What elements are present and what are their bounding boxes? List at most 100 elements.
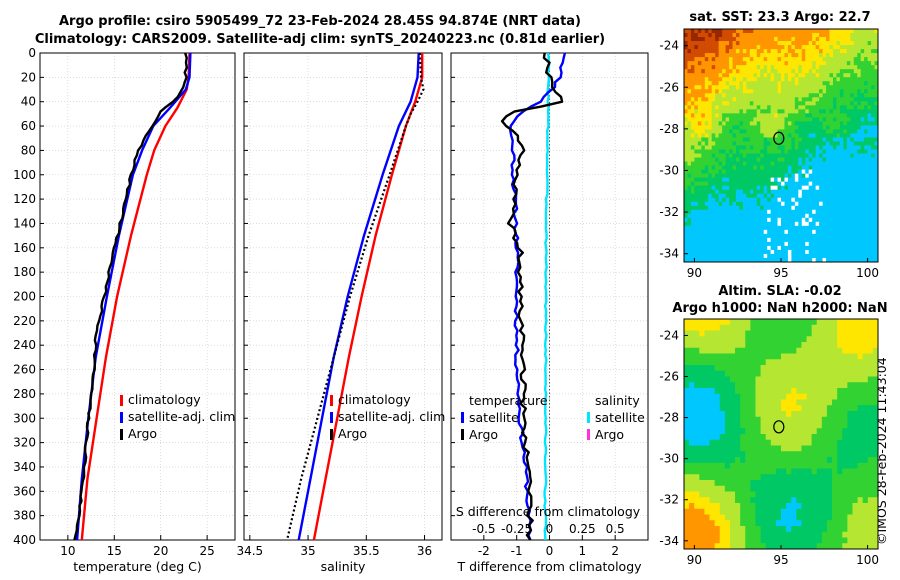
map-cell (853, 221, 858, 227)
map-cell (750, 342, 756, 349)
map-cell (836, 233, 841, 239)
map-cell (742, 69, 747, 74)
map-cell (794, 113, 799, 118)
map-cell (687, 185, 692, 191)
map-cell (745, 353, 751, 360)
s-tick-label: -0.5 (472, 522, 495, 536)
lat-label: -26 (659, 80, 679, 94)
map-cell (763, 161, 768, 166)
map-cell (694, 399, 700, 406)
legend-title-salinity: salinity (595, 393, 640, 408)
map-cell (690, 237, 695, 243)
map-cell (708, 169, 713, 175)
map-cell (794, 145, 799, 150)
map-cell (684, 81, 688, 86)
map-cell (725, 81, 730, 86)
map-cell (694, 185, 699, 191)
map-cell (850, 45, 855, 50)
map-cell (836, 109, 841, 114)
map-cell (862, 342, 869, 349)
map-cell (874, 161, 879, 166)
map-cell (815, 49, 820, 54)
map-cell (822, 233, 827, 239)
map-cell (850, 197, 855, 203)
map-cell (708, 81, 713, 86)
map-cell (794, 201, 799, 207)
map-cell (821, 388, 828, 395)
map-cell (718, 237, 723, 243)
map-cell (740, 416, 746, 423)
map-cell (749, 173, 754, 179)
map-cell (781, 105, 785, 110)
map-cell (749, 113, 754, 118)
map-cell (806, 526, 813, 533)
map-cell (821, 370, 828, 377)
map-cell (775, 353, 782, 360)
map-cell (753, 101, 758, 106)
map-cell (732, 237, 737, 243)
map-cell (842, 520, 848, 527)
map-cell (722, 205, 726, 211)
map-cell (791, 399, 797, 406)
map-cell (760, 37, 765, 42)
map-cell (796, 422, 802, 429)
map-cell (829, 85, 834, 90)
map-cell (784, 201, 789, 207)
map-cell (753, 73, 758, 78)
map-cell (837, 497, 843, 504)
map-cell (767, 141, 771, 146)
map-cell (832, 411, 838, 418)
map-cell (701, 77, 706, 82)
map-cell (756, 237, 761, 243)
map-cell (806, 445, 813, 452)
map-cell (735, 330, 741, 337)
map-cell (701, 209, 706, 215)
map-cell (687, 69, 692, 74)
map-cell (832, 129, 837, 134)
map-cell (749, 161, 754, 166)
map-cell (722, 233, 726, 239)
map-cell (846, 185, 851, 191)
map-cell (867, 245, 872, 251)
map-cell (808, 93, 813, 98)
map-cell (811, 480, 818, 487)
map-cell (725, 141, 730, 146)
map-cell (708, 241, 713, 247)
map-cell (815, 69, 820, 74)
map-cell (832, 201, 837, 207)
map-cell (791, 393, 797, 400)
map-cell (784, 193, 789, 199)
map-cell (770, 405, 777, 412)
map-cell (850, 153, 855, 158)
map-cell (853, 257, 858, 263)
map-cell (750, 531, 756, 538)
map-cell (862, 376, 869, 383)
map-cell (745, 434, 751, 441)
map-cell (798, 233, 803, 239)
map-cell (864, 89, 868, 94)
map-cell (689, 503, 695, 510)
map-cell (808, 153, 813, 158)
map-cell (871, 197, 875, 203)
map-cell (853, 57, 858, 62)
map-cell (746, 233, 751, 239)
map-cell (872, 330, 879, 337)
map-cell (746, 53, 751, 58)
map-cell (699, 462, 705, 469)
map-cell (857, 462, 864, 469)
map-cell (852, 370, 858, 377)
map-cell (791, 173, 796, 179)
map-cell (760, 520, 767, 527)
map-cell (787, 257, 792, 263)
map-cell (694, 237, 699, 243)
map-cell (760, 428, 767, 435)
map-cell (689, 422, 695, 429)
map-cell (867, 193, 872, 199)
map-cell (864, 169, 868, 175)
map-cell (694, 93, 699, 98)
map-cell (786, 485, 792, 492)
map-cell (787, 29, 792, 34)
map-cell (687, 201, 692, 207)
map-cell (850, 129, 855, 134)
map-cell (826, 105, 830, 110)
